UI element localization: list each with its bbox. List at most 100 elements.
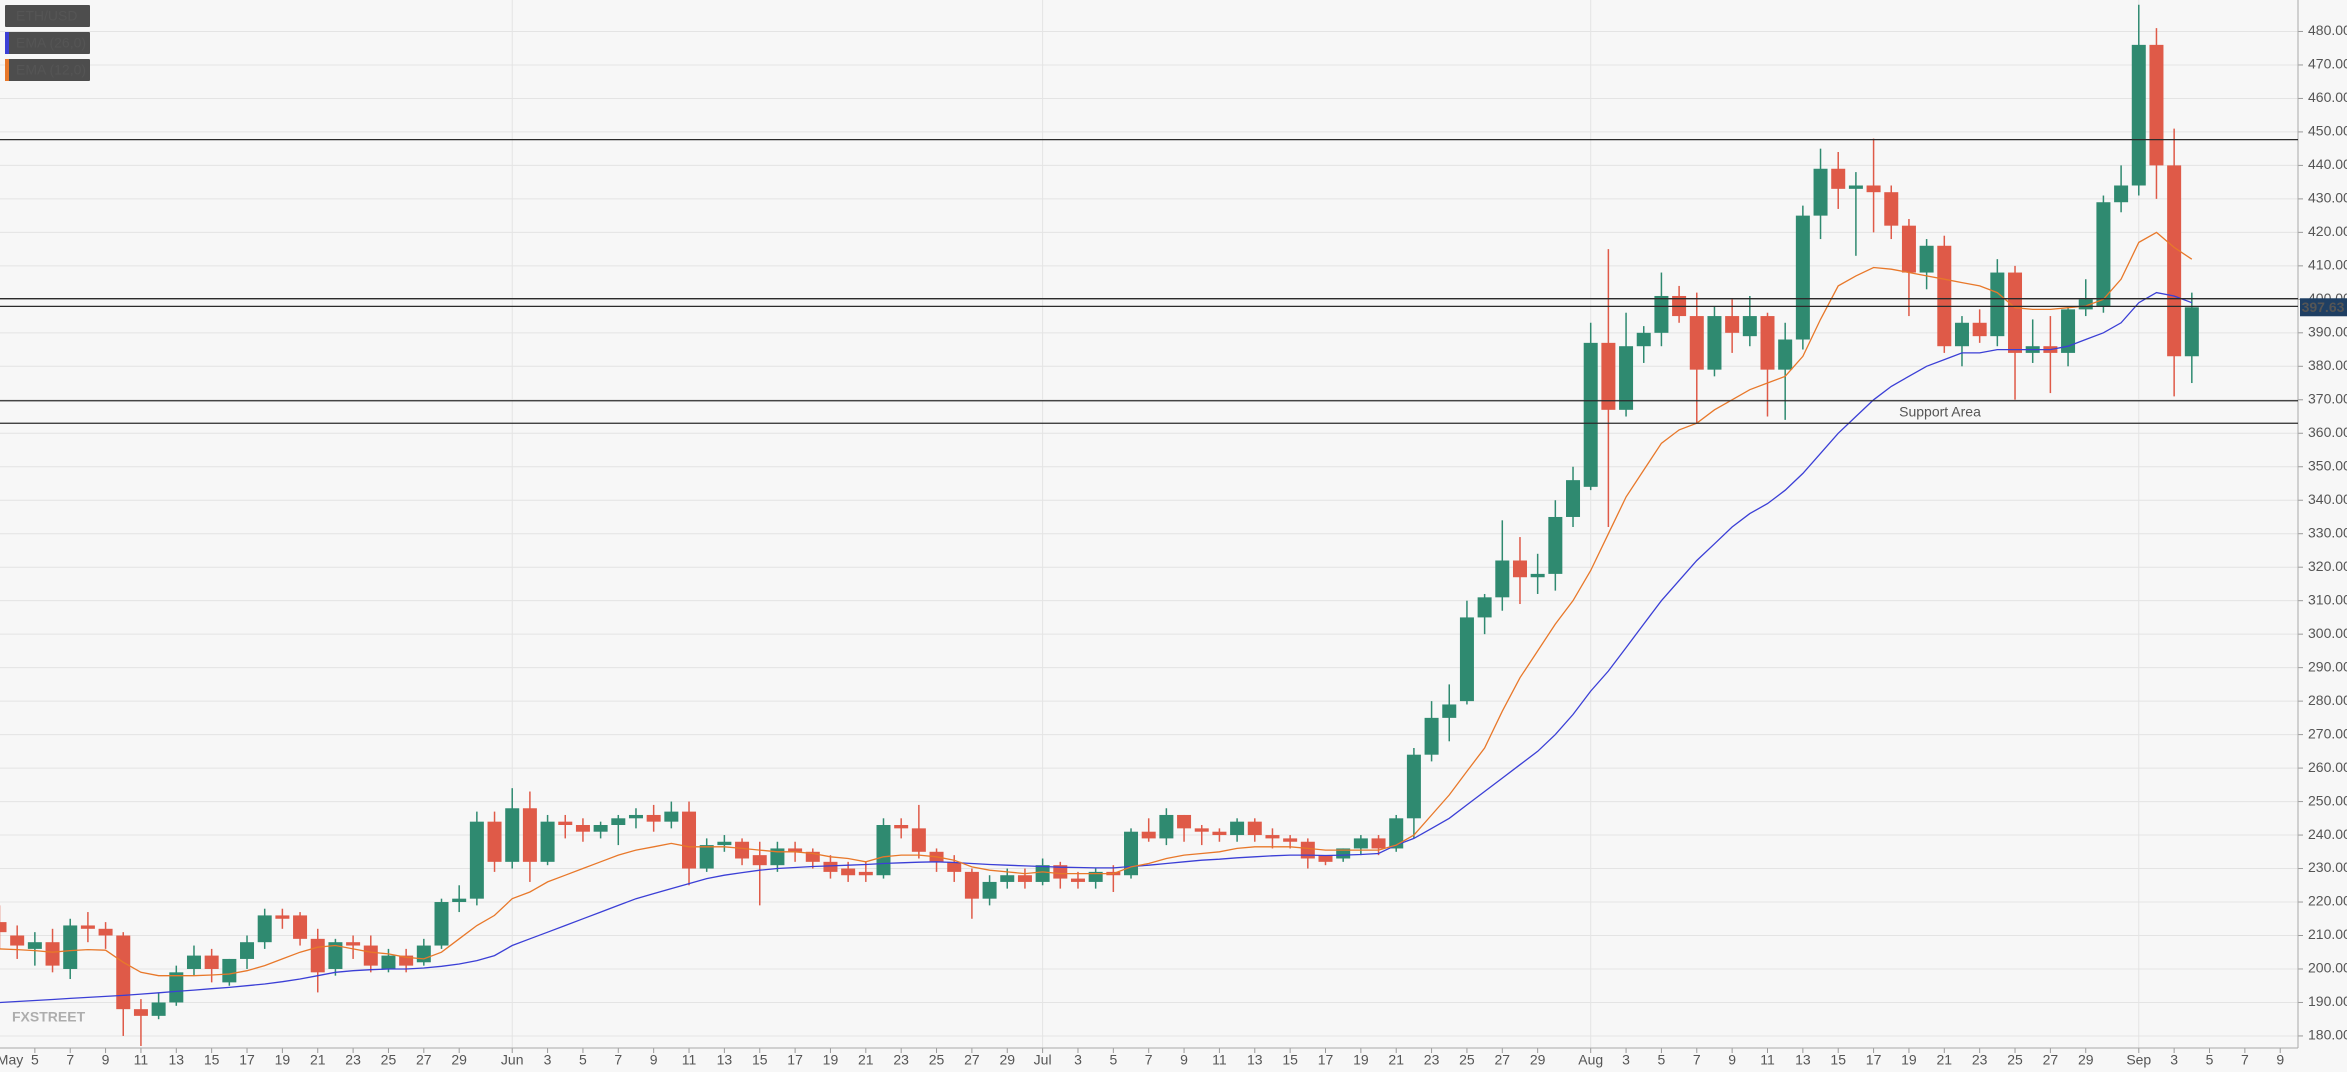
candle-body <box>1778 339 1793 370</box>
x-tick-label: 7 <box>614 1052 622 1068</box>
y-tick-label: 480.00 <box>2308 22 2347 38</box>
candle-body <box>1247 821 1262 836</box>
x-tick-label: 29 <box>451 1052 467 1068</box>
candle-body <box>2114 185 2129 203</box>
candle-body <box>399 955 414 966</box>
x-tick-label: 3 <box>1622 1052 1630 1068</box>
candle-body <box>63 925 78 969</box>
x-tick-label: 23 <box>1972 1052 1988 1068</box>
candle-body <box>1124 831 1139 876</box>
legend-label: ETH/USD <box>16 8 77 24</box>
y-tick-label: 190.00 <box>2308 993 2347 1009</box>
candle-body <box>204 955 219 969</box>
x-tick-label: 27 <box>1495 1052 1511 1068</box>
candle-body <box>1336 848 1351 859</box>
x-tick-label: 3 <box>1074 1052 1082 1068</box>
candle-body <box>1548 516 1563 574</box>
x-tick-label: 9 <box>650 1052 658 1068</box>
candle-body <box>80 925 95 929</box>
candle-body <box>1406 754 1421 819</box>
candle-body <box>1283 838 1298 842</box>
candle-body <box>416 945 431 963</box>
x-tick-label: 15 <box>204 1052 220 1068</box>
candle-body <box>293 915 308 939</box>
candle-body <box>593 825 608 832</box>
candle-body <box>2008 272 2023 353</box>
x-tick-label: 17 <box>1866 1052 1882 1068</box>
candle-body <box>452 898 467 903</box>
y-tick-label: 380.00 <box>2308 357 2347 373</box>
candle-body <box>911 828 926 852</box>
candle-body <box>522 808 537 862</box>
candle-body <box>752 855 767 866</box>
candle-body <box>1583 342 1598 487</box>
y-tick-label: 300.00 <box>2308 625 2347 641</box>
y-tick-label: 470.00 <box>2308 56 2347 72</box>
candle-body <box>575 825 590 832</box>
candle-body <box>876 825 891 876</box>
candle-body <box>1177 814 1192 829</box>
candle-body <box>310 938 325 973</box>
x-tick-label: 11 <box>134 1052 149 1068</box>
x-tick-label: Jun <box>501 1052 524 1068</box>
candle-body <box>2167 165 2182 357</box>
candle-body <box>2131 44 2146 186</box>
candle-body <box>823 861 838 872</box>
x-tick-label: 15 <box>752 1052 768 1068</box>
y-tick-label: 220.00 <box>2308 893 2347 909</box>
candle-body <box>1689 316 1704 370</box>
candle-body <box>1530 573 1545 578</box>
candle-body <box>858 871 873 876</box>
x-tick-label: 13 <box>1795 1052 1811 1068</box>
x-tick-label: 25 <box>2007 1052 2023 1068</box>
candle-body <box>646 814 661 822</box>
x-tick-label: 27 <box>416 1052 432 1068</box>
candle-body <box>558 821 573 826</box>
y-tick-label: 310.00 <box>2308 591 2347 607</box>
x-tick-label: 7 <box>66 1052 74 1068</box>
candle-body <box>894 825 909 829</box>
overlay: Support Area 397.63 ETH/USD EMA (26,0) EMA (… <box>0 5 2347 1025</box>
candle-body <box>133 1009 148 1016</box>
candle-body <box>1035 865 1050 882</box>
x-tick-label: 15 <box>1830 1052 1846 1068</box>
x-tick-label: 11 <box>682 1052 697 1068</box>
y-tick-label: 180.00 <box>2308 1027 2347 1043</box>
x-tick-label: 21 <box>310 1052 326 1068</box>
candle-body <box>45 942 60 966</box>
y-tick-label: 350.00 <box>2308 457 2347 473</box>
ema-line <box>0 291 2193 1004</box>
candle-body <box>363 945 378 966</box>
x-tick-label: 29 <box>2078 1052 2094 1068</box>
candle-body <box>1318 855 1333 862</box>
candle-body <box>1566 480 1581 517</box>
y-tick-label: 240.00 <box>2308 826 2347 842</box>
y-tick-label: 260.00 <box>2308 759 2347 775</box>
candle-body <box>1742 316 1757 337</box>
y-tick-label: 430.00 <box>2308 190 2347 206</box>
x-tick-label: 5 <box>2206 1052 2214 1068</box>
legend-label: EMA (12,0) <box>16 62 86 78</box>
candle-body <box>2061 309 2076 353</box>
candle-body <box>1848 185 1863 189</box>
y-tick-label: 340.00 <box>2308 491 2347 507</box>
candle-body <box>1159 814 1174 839</box>
candle-body <box>964 871 979 899</box>
candle-body <box>628 814 643 819</box>
candle-body <box>381 955 396 969</box>
x-tick-label: 7 <box>1145 1052 1153 1068</box>
plot <box>0 4 2199 1046</box>
y-tick-label: 290.00 <box>2308 658 2347 674</box>
candle-body <box>2184 307 2199 357</box>
candle-body <box>947 861 962 872</box>
candle-body <box>1053 865 1068 879</box>
candle-body <box>1212 831 1227 836</box>
y-tick-label: 390.00 <box>2308 324 2347 340</box>
x-tick-label: 19 <box>275 1052 291 1068</box>
candle-body <box>1795 215 1810 340</box>
candle-body <box>1442 704 1457 718</box>
y-tick-label: 200.00 <box>2308 960 2347 976</box>
y-tick-label: 230.00 <box>2308 859 2347 875</box>
candle-body <box>1265 835 1280 839</box>
